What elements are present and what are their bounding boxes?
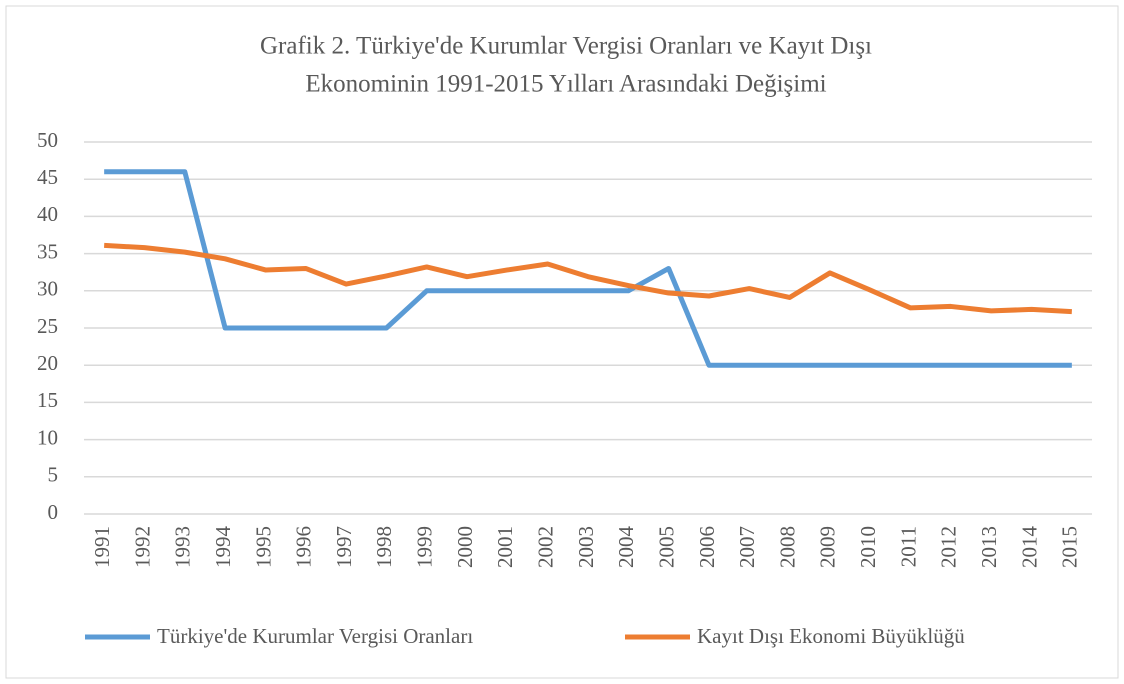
y-tick-label: 25	[37, 314, 58, 338]
y-tick-label: 10	[37, 425, 58, 449]
y-tick-label: 15	[37, 388, 58, 412]
y-tick-label: 45	[37, 165, 58, 189]
x-tick-label: 2013	[977, 526, 1001, 568]
x-tick-label: 2001	[493, 526, 517, 568]
x-tick-label: 2002	[533, 526, 557, 568]
y-tick-label: 50	[37, 128, 58, 152]
y-tick-label: 0	[48, 500, 59, 524]
y-tick-label: 5	[48, 463, 59, 487]
y-tick-label: 30	[37, 277, 58, 301]
x-tick-label: 2006	[695, 526, 719, 568]
x-tick-label: 1992	[130, 526, 154, 568]
x-tick-label: 1998	[372, 526, 396, 568]
x-tick-label: 2008	[775, 526, 799, 568]
x-tick-label: 2010	[856, 526, 880, 568]
legend-label: Türkiye'de Kurumlar Vergisi Oranları	[157, 624, 473, 648]
chart-title: Grafik 2. Türkiye'de Kurumlar Vergisi Or…	[260, 33, 872, 60]
y-tick-label: 40	[37, 202, 58, 226]
x-tick-label: 2007	[735, 526, 759, 568]
x-tick-label: 2009	[816, 526, 840, 568]
x-tick-label: 1991	[90, 526, 114, 568]
x-tick-label: 2005	[654, 526, 678, 568]
series-line	[104, 242, 1072, 315]
chart-title: Ekonominin 1991-2015 Yılları Arasındaki …	[305, 71, 826, 98]
x-tick-label: 2000	[453, 526, 477, 568]
x-tick-label: 2004	[614, 526, 638, 569]
x-tick-label: 1993	[171, 526, 195, 568]
series-line	[104, 169, 1072, 368]
x-tick-label: 2015	[1058, 526, 1082, 568]
x-tick-label: 2011	[896, 526, 920, 567]
x-tick-label: 1997	[332, 526, 356, 568]
x-tick-label: 2012	[937, 526, 961, 568]
x-tick-label: 1996	[292, 526, 316, 568]
x-tick-label: 1994	[211, 526, 235, 569]
x-tick-label: 2014	[1017, 526, 1041, 569]
x-tick-label: 1995	[251, 526, 275, 568]
x-tick-label: 2003	[574, 526, 598, 568]
chart-frame	[5, 5, 1119, 679]
y-tick-label: 20	[37, 351, 58, 375]
y-tick-label: 35	[37, 239, 58, 263]
legend-label: Kayıt Dışı Ekonomi Büyüklüğü	[697, 624, 965, 648]
x-tick-label: 1999	[413, 526, 437, 568]
